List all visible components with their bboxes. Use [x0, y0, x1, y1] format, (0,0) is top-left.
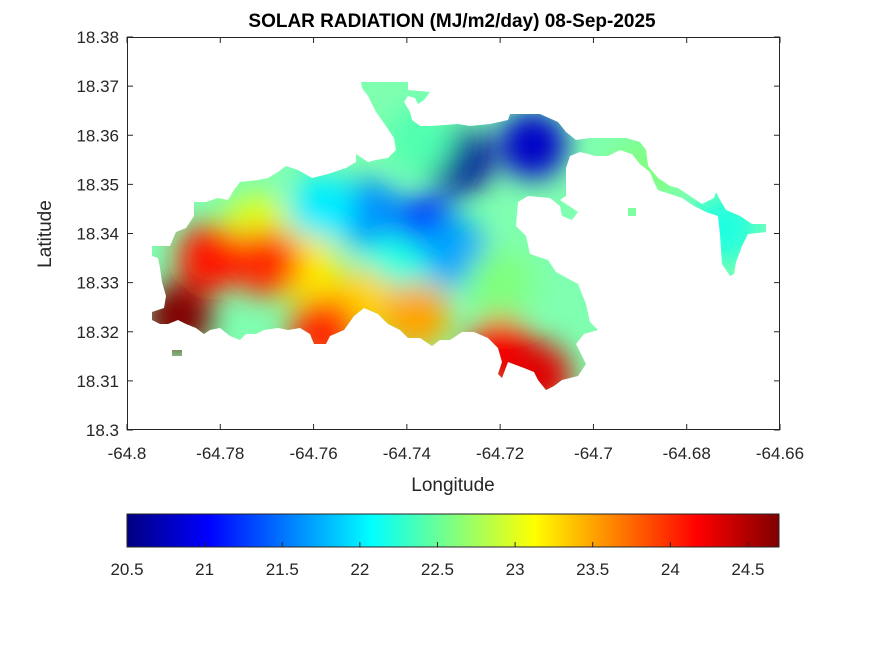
y-tick-label: 18.35	[76, 175, 119, 194]
heat-hotspot-16	[176, 224, 245, 293]
heat-hotspot-19	[503, 341, 572, 390]
colorbar-tick-label: 23.5	[576, 560, 609, 579]
y-tick-label: 18.32	[76, 323, 119, 342]
chart-title: SOLAR RADIATION (MJ/m2/day) 08-Sep-2025	[248, 11, 656, 32]
x-axis-ticks: -64.8 -64.78 -64.76 -64.74 -64.72 -64.7 -64.68…	[108, 37, 804, 463]
x-tick-label: -64.68	[663, 444, 711, 463]
x-tick-label: -64.74	[383, 444, 431, 463]
y-tick-label: 18.38	[76, 28, 119, 47]
y-tick-label: 18.34	[76, 225, 119, 244]
y-tick-label: 18.33	[76, 274, 119, 293]
x-axis-label: Longitude	[411, 475, 494, 496]
colorbar	[126, 513, 780, 548]
x-tick-label: -64.78	[196, 444, 244, 463]
y-axis-label: Latitude	[35, 200, 56, 268]
colorbar-tick-label: 21	[195, 560, 214, 579]
colorbar-tick-label: 21.5	[266, 560, 299, 579]
colorbar-tick-label: 22	[350, 560, 369, 579]
colorbar-tick-label: 22.5	[421, 560, 454, 579]
colorbar-ticks: 20.5 21 21.5 22 22.5 23 23.5 24 24.5	[110, 542, 764, 579]
y-tick-label: 18.31	[76, 372, 119, 391]
heat-hotspot-1	[498, 111, 567, 180]
x-tick-label: -64.72	[476, 444, 524, 463]
x-tick-label: -64.7	[574, 444, 613, 463]
x-tick-label: -64.66	[756, 444, 804, 463]
colorbar-tick-label: 24	[661, 560, 680, 579]
y-tick-label: 18.3	[86, 421, 119, 440]
heat-hotspot-15	[232, 228, 301, 297]
heat-hotspot-7	[466, 248, 535, 317]
colorbar-tick-label: 24.5	[731, 560, 764, 579]
heat-hotspot-4	[288, 174, 357, 243]
y-axis-ticks: 18.3 18.31 18.32 18.33 18.34 18.35 18.36 18.37 1…	[76, 28, 780, 440]
y-tick-label: 18.37	[76, 77, 119, 96]
y-tick-label: 18.36	[76, 126, 119, 145]
colorbar-tick-label: 20.5	[110, 560, 143, 579]
x-tick-label: -64.76	[289, 444, 337, 463]
colorbar-tick-label: 23	[506, 560, 525, 579]
x-tick-label: -64.8	[108, 444, 147, 463]
